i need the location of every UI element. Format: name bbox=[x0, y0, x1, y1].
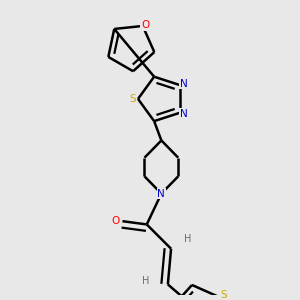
Text: N: N bbox=[158, 189, 165, 199]
Text: N: N bbox=[180, 109, 188, 119]
Text: O: O bbox=[141, 20, 149, 30]
Text: H: H bbox=[142, 276, 150, 286]
Text: O: O bbox=[111, 216, 119, 226]
Text: H: H bbox=[184, 234, 192, 244]
Text: S: S bbox=[130, 94, 136, 104]
Text: N: N bbox=[180, 79, 188, 88]
Text: S: S bbox=[220, 290, 227, 300]
